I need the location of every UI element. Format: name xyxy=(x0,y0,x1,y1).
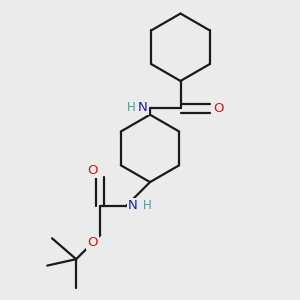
Text: H: H xyxy=(127,101,136,114)
Text: N: N xyxy=(128,199,138,212)
Text: O: O xyxy=(87,236,98,249)
Text: H: H xyxy=(142,199,151,212)
Text: N: N xyxy=(138,101,148,114)
Text: O: O xyxy=(87,164,98,177)
Text: O: O xyxy=(213,102,223,115)
